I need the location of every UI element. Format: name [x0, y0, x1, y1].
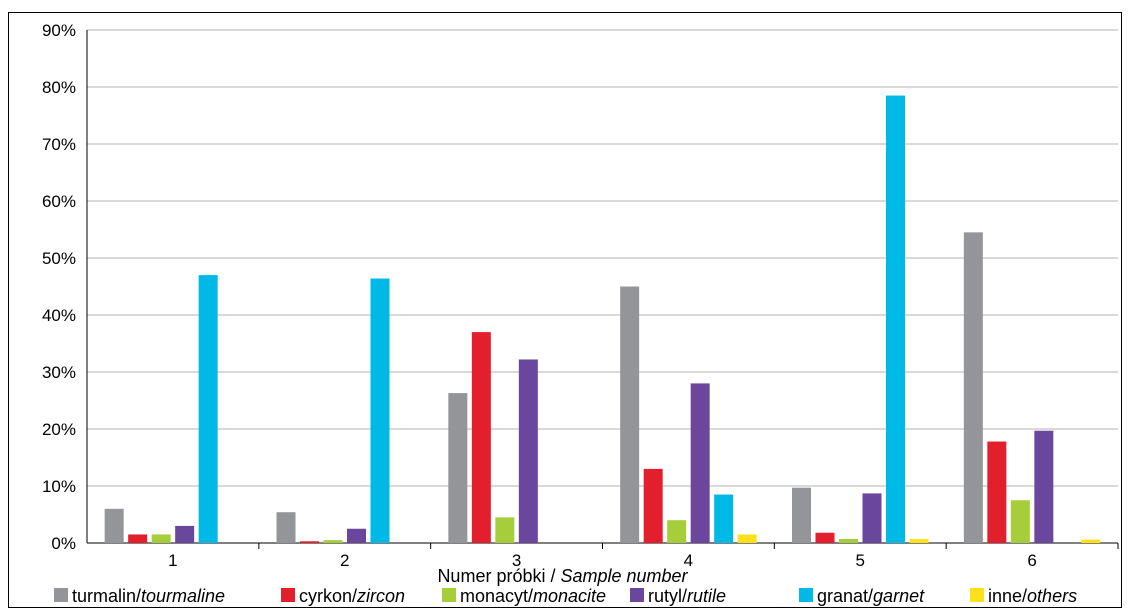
bar: [620, 287, 639, 544]
bar: [816, 533, 835, 543]
bar: [199, 275, 218, 543]
y-tick-label: 70%: [42, 135, 76, 154]
legend-label: cyrkon/zircon: [299, 586, 405, 606]
bar: [371, 279, 390, 543]
bar: [863, 493, 882, 543]
x-tick-label: 6: [1027, 551, 1036, 570]
x-tick-label: 2: [340, 551, 349, 570]
y-tick-label: 30%: [42, 363, 76, 382]
legend-label: inne/others: [988, 586, 1077, 606]
y-tick-label: 10%: [42, 477, 76, 496]
bar: [964, 232, 983, 543]
legend-label: monacyt/monacite: [460, 586, 606, 606]
bar: [886, 96, 905, 543]
y-tick-label: 50%: [42, 249, 76, 268]
y-tick-label: 20%: [42, 420, 76, 439]
legend-swatch: [970, 588, 984, 602]
bar: [175, 526, 194, 543]
bar: [472, 332, 491, 543]
legend-label: granat/garnet: [817, 586, 925, 606]
legend-label: rutyl/rutile: [648, 586, 726, 606]
bar: [792, 488, 811, 543]
bar: [347, 529, 366, 543]
bar: [839, 539, 858, 543]
bar: [152, 534, 171, 543]
bar: [738, 534, 757, 543]
bar: [448, 393, 467, 543]
legend-swatch: [281, 588, 295, 602]
bar: [128, 534, 147, 543]
bar: [519, 359, 538, 543]
legend-swatch: [799, 588, 813, 602]
bar: [1081, 540, 1100, 543]
bar: [910, 539, 929, 543]
x-tick-label: 5: [856, 551, 865, 570]
bar: [667, 520, 686, 543]
bar: [495, 517, 514, 543]
x-axis-title: Numer próbki / Sample number: [437, 566, 688, 586]
y-tick-label: 80%: [42, 78, 76, 97]
y-tick-label: 0%: [51, 534, 76, 553]
bar: [987, 442, 1006, 543]
bar: [1011, 500, 1030, 543]
bar: [1034, 431, 1053, 543]
bar: [691, 383, 710, 543]
bar: [714, 495, 733, 543]
legend-swatch: [630, 588, 644, 602]
bar: [105, 509, 124, 543]
y-tick-label: 40%: [42, 306, 76, 325]
legend-label: turmalin/tourmaline: [72, 586, 225, 606]
x-tick-label: 1: [168, 551, 177, 570]
legend-swatch: [442, 588, 456, 602]
bar: [324, 540, 343, 543]
bar: [644, 469, 663, 543]
legend-swatch: [54, 588, 68, 602]
bar: [300, 541, 319, 543]
y-tick-label: 60%: [42, 192, 76, 211]
bar: [277, 512, 296, 543]
y-tick-label: 90%: [42, 21, 76, 40]
